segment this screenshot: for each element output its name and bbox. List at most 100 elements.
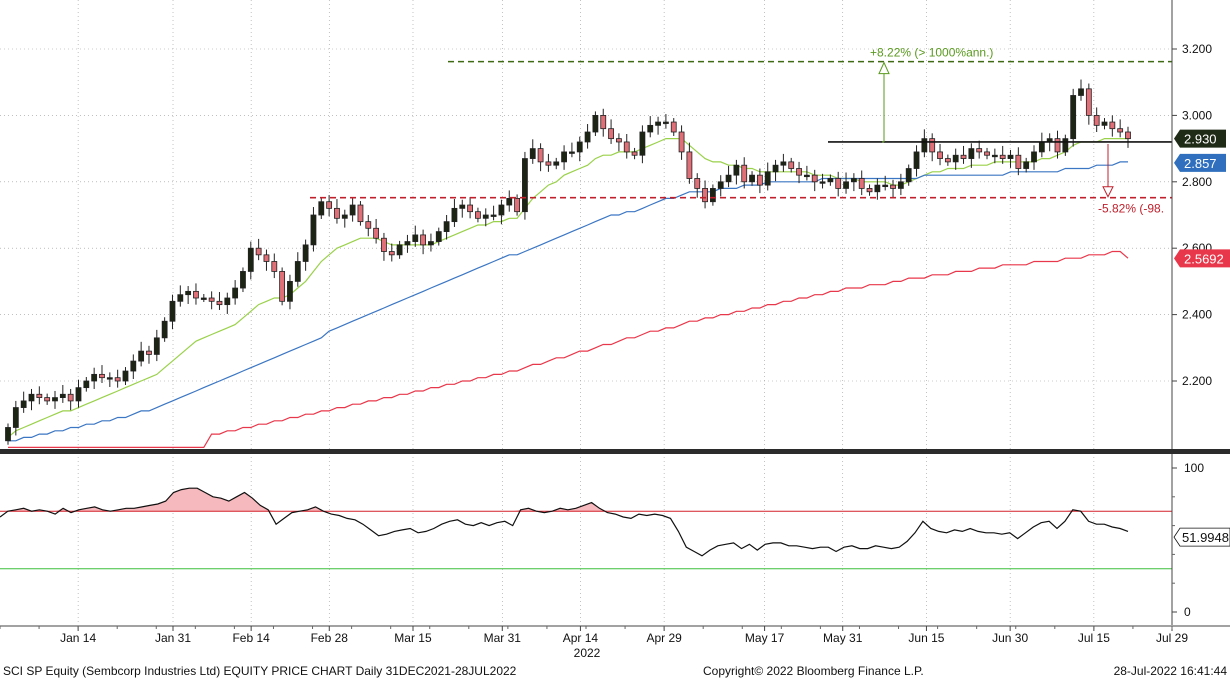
downside-annotation-text: -5.82% (-98.: [1098, 202, 1164, 216]
candle-body: [709, 188, 716, 203]
candle-body: [647, 124, 654, 133]
candle-body: [968, 148, 975, 159]
candle-body: [733, 164, 740, 176]
candle-body: [161, 320, 168, 339]
rsi-last-value-text: 51.9948: [1182, 530, 1229, 545]
moving-average-line-0: [7, 138, 1128, 438]
candle-body: [169, 300, 176, 322]
last-value-text: 2.5692: [1184, 251, 1224, 266]
candle-body: [200, 297, 207, 300]
candle-body: [106, 377, 113, 380]
candle-body: [122, 370, 129, 382]
candle-body: [897, 181, 904, 189]
candle-body: [608, 128, 614, 140]
candle-body: [20, 400, 27, 408]
candle-body: [1062, 138, 1069, 153]
candle-body: [631, 151, 638, 156]
candle-body: [435, 231, 442, 242]
last-value-badge: [1174, 129, 1226, 148]
candle-body: [529, 148, 536, 159]
rsi-overbought-fill: [299, 506, 324, 512]
candle-body: [702, 188, 708, 203]
y-tick-label: 2.400: [1182, 308, 1212, 322]
candle-body: [5, 427, 11, 442]
candle-body: [28, 393, 35, 402]
candle-body: [341, 214, 348, 219]
candle-body: [36, 393, 43, 398]
candle-body: [482, 214, 489, 219]
candle-body: [780, 161, 787, 166]
candle-body: [83, 380, 90, 389]
candle-body: [208, 297, 215, 302]
candle-body: [67, 393, 74, 402]
candle-body: [811, 174, 818, 183]
candle-body: [279, 271, 286, 302]
last-value-text: 2.930: [1184, 132, 1217, 147]
candle-body: [670, 121, 677, 133]
candle-body: [247, 247, 254, 272]
rsi-line: [0, 487, 1129, 557]
rsi-overbought-fill: [512, 508, 537, 512]
candle-body: [59, 393, 66, 398]
candle-body: [294, 261, 301, 282]
candle-body: [52, 397, 58, 402]
candle-body: [1023, 161, 1030, 169]
candle-body: [1117, 128, 1124, 133]
candle-body: [788, 161, 795, 169]
candle-body: [490, 214, 497, 217]
candle-body: [404, 241, 411, 246]
candle-body: [475, 211, 481, 219]
candle-body: [263, 254, 270, 262]
candle-body: [240, 271, 246, 289]
candle-body: [717, 181, 724, 189]
candle-body: [584, 131, 591, 143]
candle-body: [678, 131, 685, 153]
candle-body: [1078, 88, 1084, 96]
candle-body: [318, 201, 325, 216]
candle-body: [91, 373, 98, 382]
year-label: 2022: [574, 646, 601, 660]
y-tick-label: 3.000: [1182, 108, 1212, 122]
candle-body: [522, 158, 528, 213]
candle-body: [976, 148, 983, 153]
candle-body: [655, 121, 661, 126]
candle-body: [334, 207, 340, 219]
candle-body: [952, 154, 959, 163]
candle-body: [357, 204, 364, 223]
x-tick-label: May 31: [823, 631, 863, 645]
candle-body: [396, 244, 403, 256]
candle-body: [302, 244, 309, 262]
candle-body: [287, 280, 293, 302]
candle-body: [271, 261, 278, 272]
candle-body: [944, 158, 951, 163]
footer-timestamp-text: 28-Jul-2022 16:41:44: [1114, 664, 1228, 678]
x-tick-label: Jun 15: [908, 631, 944, 645]
rsi-y-tick-label: 0: [1184, 605, 1191, 619]
rsi-last-value-badge: [1173, 527, 1230, 547]
candle-body: [1101, 121, 1108, 126]
candle-body: [803, 174, 810, 178]
candle-body: [146, 350, 152, 355]
candle-body: [75, 387, 82, 402]
rsi-overbought-fill: [70, 506, 111, 512]
candle-body: [412, 234, 419, 242]
x-tick-label: May 17: [745, 631, 785, 645]
candle-body: [749, 174, 755, 183]
candle-body: [428, 241, 434, 246]
y-tick-label: 2.200: [1182, 374, 1212, 388]
candle-body: [1015, 154, 1022, 169]
candle-body: [1007, 154, 1014, 159]
panel-separator: [0, 449, 1230, 454]
candle-body: [772, 164, 779, 173]
candle-body: [1054, 138, 1061, 153]
candle-body: [984, 151, 990, 156]
candle-body: [44, 397, 51, 402]
x-tick-label: Mar 31: [484, 631, 522, 645]
last-value-badge: [1174, 153, 1226, 172]
candle-body: [1125, 131, 1131, 140]
candle-body: [443, 221, 450, 232]
candle-body: [1038, 141, 1045, 153]
moving-average-lines: [7, 138, 1129, 448]
candle-body: [960, 154, 967, 159]
candle-body: [835, 178, 842, 189]
